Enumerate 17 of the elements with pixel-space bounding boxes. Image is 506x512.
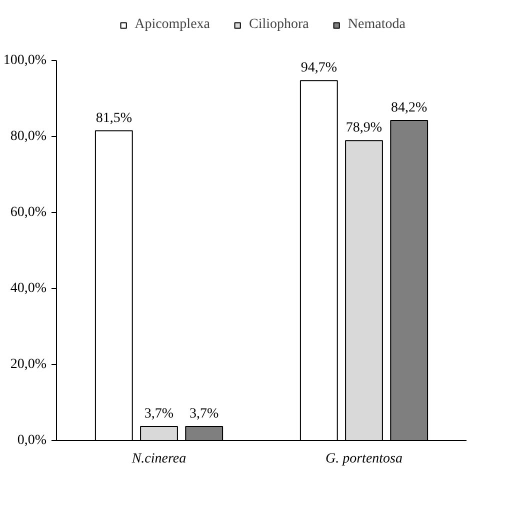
data-label: 94,7% bbox=[300, 60, 338, 76]
data-label: 78,9% bbox=[346, 120, 382, 136]
legend-label: Ciliophora bbox=[249, 17, 309, 33]
y-tick-label: 0,0% bbox=[17, 433, 47, 448]
legend-label: Nematoda bbox=[348, 17, 406, 33]
data-label: 81,5% bbox=[96, 110, 132, 126]
data-label: 84,2% bbox=[391, 100, 428, 116]
y-tick-label: 60,0% bbox=[10, 205, 47, 220]
x-tick-label: N.cinerea bbox=[130, 452, 186, 466]
y-tick-label: 80,0% bbox=[10, 129, 47, 144]
y-tick-label: 20,0% bbox=[10, 357, 47, 372]
y-tick-label: 100,0% bbox=[3, 53, 47, 68]
data-label: 3,7% bbox=[190, 406, 220, 422]
data-label: 3,7% bbox=[144, 406, 174, 422]
legend-label: Apicomplexa bbox=[134, 17, 210, 33]
x-tick-label: G. portentosa bbox=[326, 452, 402, 466]
y-tick-label: 40,0% bbox=[10, 281, 47, 296]
